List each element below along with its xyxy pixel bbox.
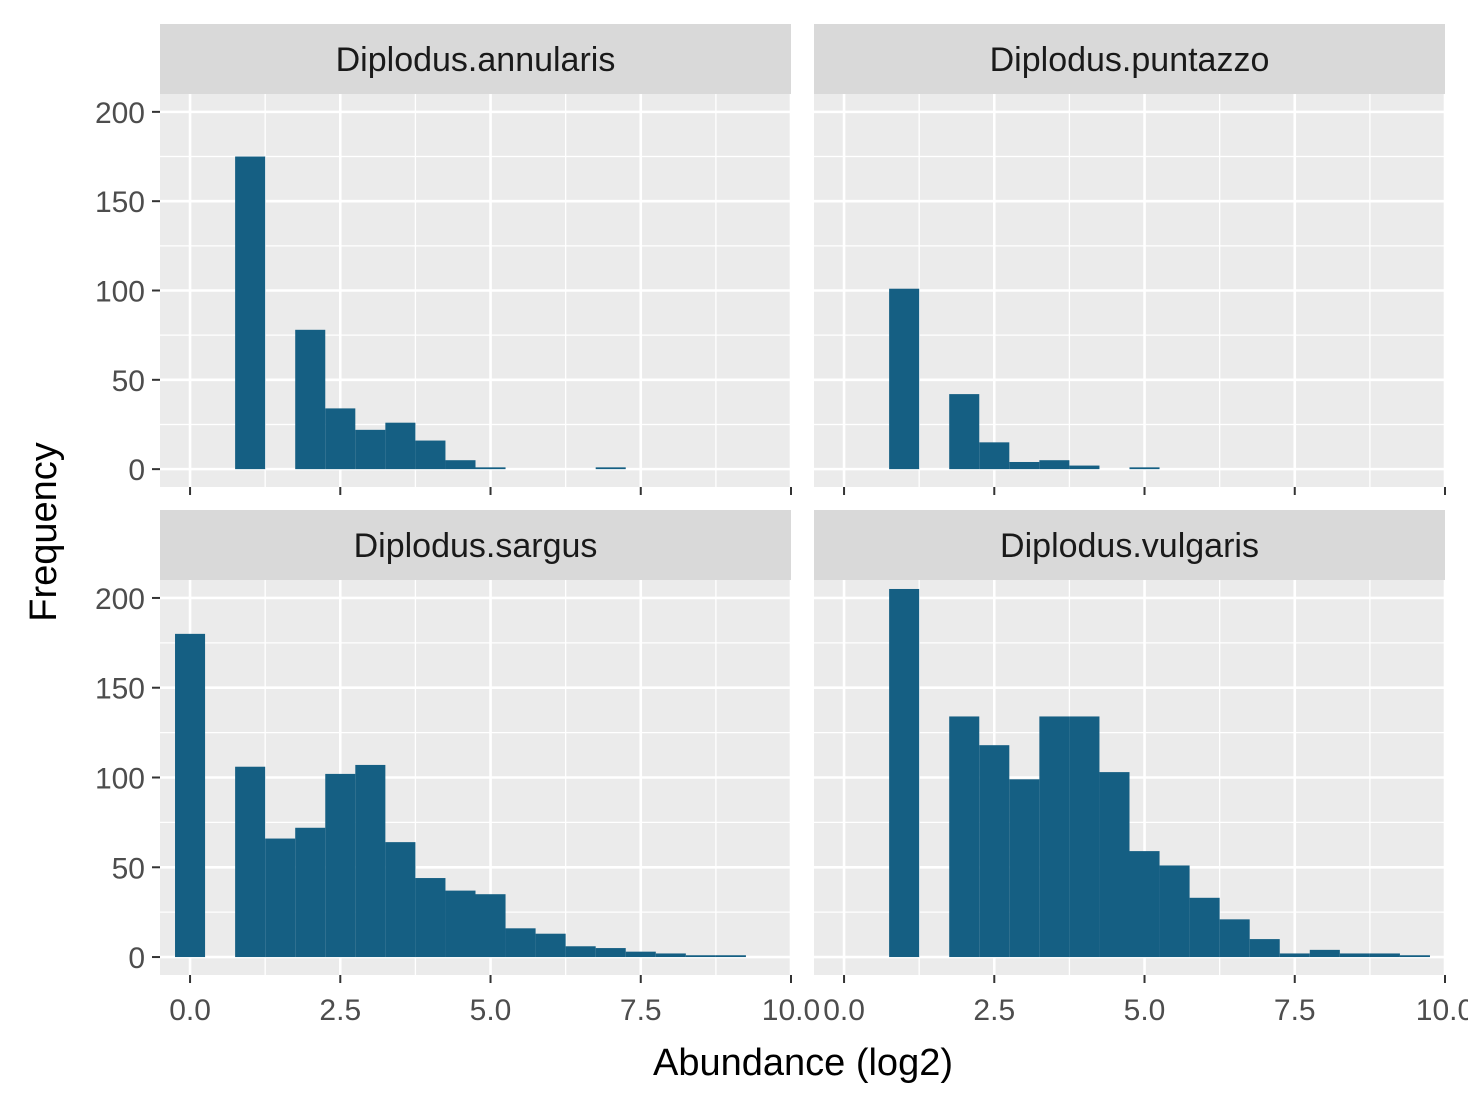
histogram-bar <box>355 429 386 470</box>
facet-strip <box>160 510 791 580</box>
y-tick-label: 150 <box>95 673 145 706</box>
histogram-bar <box>1219 919 1250 958</box>
histogram-bar <box>295 329 326 470</box>
histogram-bar <box>979 745 1010 958</box>
histogram-bar <box>1069 465 1100 470</box>
histogram-bar <box>325 408 356 470</box>
histogram-bar <box>325 773 356 958</box>
histogram-bar <box>1009 779 1040 958</box>
histogram-bar <box>949 716 980 958</box>
histogram-bar <box>1309 949 1340 958</box>
histogram-bar <box>1039 460 1070 470</box>
x-tick-label: 5.0 <box>470 994 512 1027</box>
histogram-bar <box>1009 461 1040 470</box>
histogram-bar <box>685 955 716 958</box>
histogram-bar <box>889 588 920 958</box>
facet-title: Diplodus.vulgaris <box>1000 527 1259 565</box>
histogram-bar <box>1159 865 1190 958</box>
x-tick-label: 0.0 <box>169 994 211 1027</box>
y-axis-title: Frequency <box>23 442 65 622</box>
x-tick-label: 2.5 <box>319 994 361 1027</box>
facet-strip <box>814 510 1445 580</box>
histogram-bar <box>595 948 626 958</box>
histogram-bar <box>535 933 566 958</box>
y-tick-label: 200 <box>95 97 145 130</box>
histogram-bar <box>385 842 416 958</box>
facet-title: Diplodus.puntazzo <box>990 41 1270 79</box>
facet-panel: Diplodus.puntazzo <box>814 24 1447 487</box>
histogram-bar <box>355 764 386 958</box>
histogram-bar <box>595 467 626 470</box>
histogram-bar <box>1279 953 1310 958</box>
histogram-bar <box>1129 467 1160 470</box>
histogram-bar <box>1069 716 1100 958</box>
histogram-bar <box>235 766 266 958</box>
histogram-bar <box>889 288 920 470</box>
y-tick-label: 100 <box>95 276 145 309</box>
histogram-bar <box>1399 955 1430 958</box>
histogram-bar <box>715 955 746 958</box>
x-tick-label: 7.5 <box>1274 994 1316 1027</box>
histogram-bar <box>655 953 686 958</box>
histogram-bar <box>1099 772 1130 958</box>
histogram-bar <box>445 890 476 958</box>
histogram-bar <box>505 928 536 958</box>
x-tick-label: 7.5 <box>620 994 662 1027</box>
histogram-bar <box>385 422 416 470</box>
histogram-bar <box>949 394 980 470</box>
histogram-bar <box>415 878 446 958</box>
y-tick-label: 0 <box>128 942 145 975</box>
facet-title: Diplodus.annularis <box>336 41 616 79</box>
facet-panels: Diplodus.annularis Diplodus.puntazzo Diplo… <box>160 24 1447 975</box>
facet-title: Diplodus.sargus <box>354 527 598 565</box>
histogram-bar <box>1369 953 1400 958</box>
histogram-bar <box>1039 716 1070 958</box>
facet-strip <box>160 24 791 94</box>
histogram-bar <box>1249 939 1280 958</box>
y-tick-label: 150 <box>95 186 145 219</box>
histogram-bar <box>475 467 506 470</box>
x-tick-label: 10.0 <box>1416 994 1468 1027</box>
histogram-bar <box>625 951 656 958</box>
histogram-bar <box>235 156 266 470</box>
x-axis-title: Abundance (log2) <box>653 1042 953 1084</box>
histogram-bar <box>979 442 1010 470</box>
axes: 0 50 100 150 200 0 50 100 150 200 0.0 2.5 5.0 7.5 10.0… <box>95 97 1468 1027</box>
y-tick-label: 50 <box>112 852 145 885</box>
facet-strip <box>814 24 1445 94</box>
y-tick-label: 50 <box>112 365 145 398</box>
histogram-bar <box>1189 897 1220 958</box>
y-tick-label: 200 <box>95 583 145 616</box>
histogram-bar <box>415 440 446 470</box>
x-tick-label: 10.0 <box>762 994 820 1027</box>
facet-panel: Diplodus.annularis <box>160 24 793 487</box>
y-tick-label: 100 <box>95 763 145 796</box>
histogram-bar <box>445 460 476 470</box>
histogram-bar <box>295 827 326 958</box>
histogram-bar <box>1129 851 1160 958</box>
histogram-bar <box>565 946 596 958</box>
histogram-bar <box>475 894 506 958</box>
histogram-bar <box>1339 953 1370 958</box>
facet-panel: Diplodus.vulgaris <box>814 510 1447 975</box>
x-tick-label: 2.5 <box>973 994 1015 1027</box>
facet-panel: Diplodus.sargus <box>160 510 793 975</box>
x-tick-label: 0.0 <box>823 994 865 1027</box>
histogram-bar <box>265 838 296 958</box>
y-tick-label: 0 <box>128 454 145 487</box>
x-tick-label: 5.0 <box>1124 994 1166 1027</box>
histogram-bar <box>175 633 206 958</box>
